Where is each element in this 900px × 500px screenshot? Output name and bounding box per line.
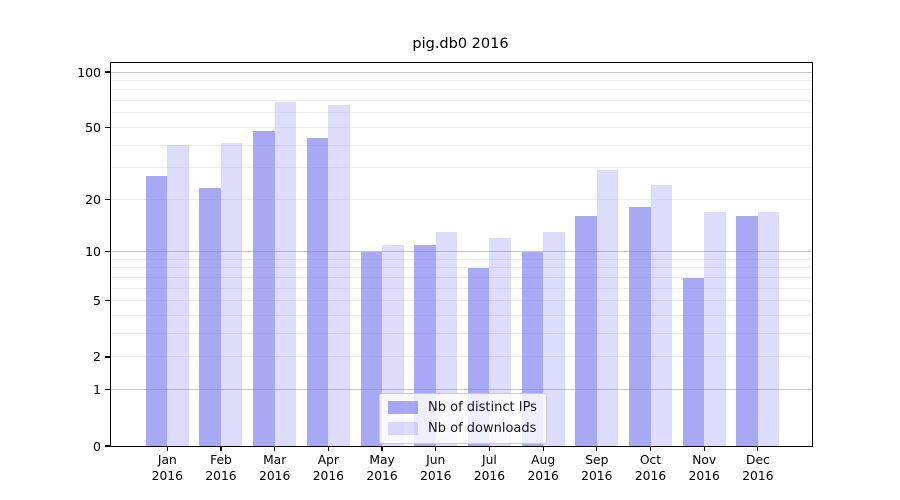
x-tick-label: Feb 2016 [205, 453, 237, 483]
minor-gridline [111, 198, 812, 200]
bar-distinct-ips-oct [629, 207, 651, 446]
x-tick-label: Jan 2016 [151, 453, 183, 483]
bar-distinct-ips-feb [199, 188, 221, 446]
minor-gridline [111, 89, 812, 91]
minor-gridline [111, 258, 812, 260]
minor-gridline [111, 267, 812, 269]
x-tick-mark [757, 446, 759, 451]
legend-label-distinct-ips: Nb of distinct IPs [428, 400, 537, 415]
legend-label-downloads: Nb of downloads [428, 421, 537, 436]
x-tick-label: Apr 2016 [312, 453, 344, 483]
bar-distinct-ips-nov [682, 277, 705, 446]
bar-distinct-ips-sep [575, 216, 597, 446]
bar-downloads-feb [220, 143, 243, 446]
minor-gridline [111, 276, 812, 278]
y-tick-mark [105, 356, 110, 358]
legend-row-distinct-ips: Nb of distinct IPs [388, 400, 537, 415]
y-tick-label: 100 [77, 64, 101, 80]
y-tick-label: 0 [93, 438, 101, 454]
x-tick-mark [166, 446, 168, 451]
minor-gridline [111, 300, 812, 302]
bar-distinct-ips-mar [253, 130, 275, 446]
x-tick-label: Mar 2016 [259, 453, 291, 483]
x-tick-label: Dec 2016 [742, 453, 774, 483]
legend-row-downloads: Nb of downloads [388, 421, 537, 436]
chart-title: pig.db0 2016 [412, 36, 509, 52]
bar-downloads-aug [543, 232, 565, 446]
x-tick-label: Oct 2016 [634, 453, 667, 483]
minor-gridline [111, 333, 812, 335]
minor-gridline [111, 100, 812, 102]
minor-gridline [111, 315, 812, 317]
legend-swatch-distinct-ips [388, 401, 418, 414]
x-tick-mark [435, 446, 437, 451]
plot-area: Nb of distinct IPs Nb of downloads 100 50… [77, 62, 813, 483]
y-tick-mark [105, 251, 110, 253]
x-tick-mark [220, 446, 222, 451]
x-tick-label: Sep 2016 [581, 453, 613, 483]
bar-distinct-ips-may [360, 251, 383, 446]
x-tick-label: Jun 2016 [420, 453, 452, 483]
x-tick-mark [488, 446, 491, 451]
y-tick-mark [105, 389, 110, 391]
legend: Nb of distinct IPs Nb of downloads [379, 393, 547, 444]
bar-downloads-oct [650, 185, 672, 446]
bar-downloads-sep [596, 170, 619, 446]
major-gridline [111, 71, 812, 73]
x-tick-label: Aug 2016 [527, 453, 559, 483]
y-tick-label: 5 [93, 293, 101, 309]
y-tick-label: 1 [93, 382, 101, 398]
x-tick-mark [649, 446, 652, 451]
bar-distinct-ips-dec [736, 216, 758, 446]
x-tick-mark [381, 446, 383, 451]
bar-downloads-dec [757, 211, 780, 446]
bar-distinct-ips-jan [145, 175, 168, 446]
y-tick-label: 10 [85, 244, 101, 260]
x-tick-label: Nov 2016 [688, 453, 720, 483]
minor-gridline [111, 287, 812, 289]
bar-downloads-jan [167, 145, 189, 446]
minor-gridline [111, 112, 812, 114]
major-gridline [111, 251, 812, 253]
bar-distinct-ips-apr [306, 137, 329, 446]
y-tick-label: 50 [85, 119, 101, 135]
x-tick-label: Jul 2016 [473, 453, 506, 483]
y-tick-label: 20 [85, 191, 101, 207]
minor-gridline [111, 126, 812, 128]
bar-downloads-mar [274, 101, 297, 446]
x-tick-label: May 2016 [366, 453, 398, 483]
minor-gridline [111, 356, 812, 358]
minor-gridline [111, 144, 812, 146]
y-tick-mark [105, 300, 110, 302]
major-gridline [111, 389, 812, 391]
y-tick-mark [105, 71, 110, 73]
minor-gridline [111, 167, 812, 169]
bar-downloads-apr [328, 105, 350, 446]
bar-downloads-jun [435, 232, 458, 446]
x-tick-mark [542, 446, 544, 451]
x-tick-mark [327, 446, 329, 451]
y-tick-label: 2 [93, 349, 101, 365]
minor-gridline [111, 79, 812, 81]
legend-swatch-downloads [388, 422, 418, 435]
x-tick-mark [274, 446, 276, 451]
y-tick-mark [105, 445, 110, 447]
x-tick-mark [596, 446, 598, 451]
y-tick-mark [105, 126, 110, 128]
bar-downloads-nov [704, 211, 726, 446]
x-tick-mark [703, 446, 705, 451]
y-tick-mark [105, 198, 110, 200]
